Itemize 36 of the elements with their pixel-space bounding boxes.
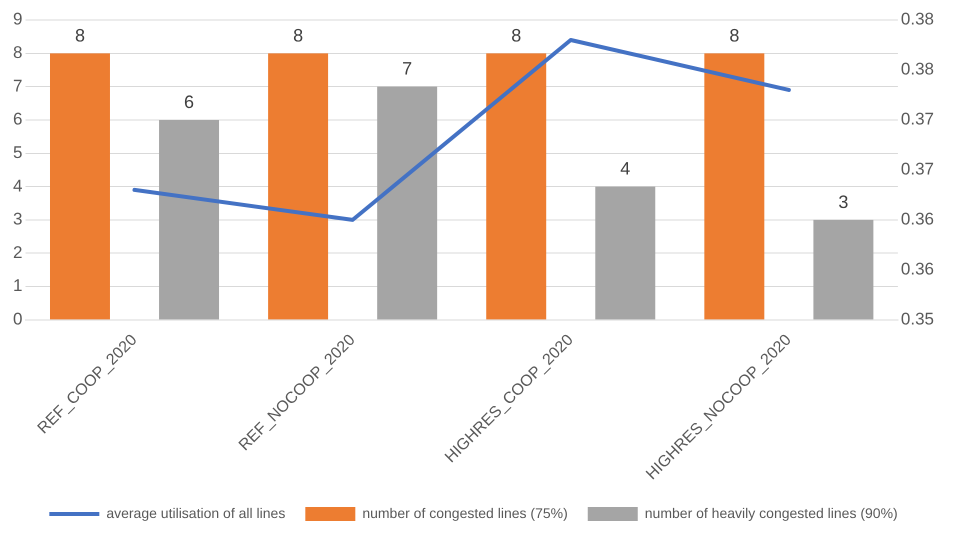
- y2-tick-label: 0.37: [900, 110, 934, 129]
- y-tick-label: 0: [12, 310, 22, 329]
- y-tick-label: 9: [12, 10, 22, 29]
- y2-tick-label: 0.37: [900, 160, 934, 179]
- bar: [486, 53, 546, 320]
- data-label: 6: [184, 92, 194, 112]
- data-label: 4: [620, 158, 630, 179]
- bar: [268, 53, 328, 320]
- data-label: 8: [511, 25, 522, 46]
- y2-tick-label: 0.36: [900, 210, 934, 229]
- bar: [595, 186, 656, 320]
- y-tick-label: 2: [12, 242, 22, 262]
- bar: [50, 53, 110, 320]
- data-label: 7: [402, 58, 412, 79]
- data-label: 8: [729, 25, 740, 46]
- data-label: 3: [838, 192, 848, 212]
- bar: [159, 120, 220, 320]
- y2-tick-label: 0.35: [900, 310, 934, 329]
- legend-label: average utilisation of all lines: [106, 504, 286, 521]
- y-tick-label: 6: [12, 110, 22, 129]
- bar: [813, 220, 874, 320]
- y-tick-label: 7: [12, 76, 22, 96]
- data-label: 8: [74, 25, 85, 46]
- y-tick-label: 8: [12, 43, 22, 62]
- bar: [377, 86, 438, 320]
- y-tick-label: 5: [12, 142, 22, 162]
- y2-tick-label: 0.36: [900, 260, 934, 279]
- data-label: 8: [293, 25, 304, 46]
- y-tick-label: 3: [12, 210, 22, 229]
- y-tick-label: 4: [12, 176, 22, 196]
- y2-tick-label: 0.38: [900, 10, 934, 29]
- legend-label: number of heavily congested lines (90%): [644, 504, 898, 521]
- bar: [704, 53, 764, 320]
- y-tick-label: 1: [12, 276, 22, 296]
- legend-label: number of congested lines (75%): [362, 504, 568, 521]
- y2-tick-label: 0.38: [900, 60, 934, 79]
